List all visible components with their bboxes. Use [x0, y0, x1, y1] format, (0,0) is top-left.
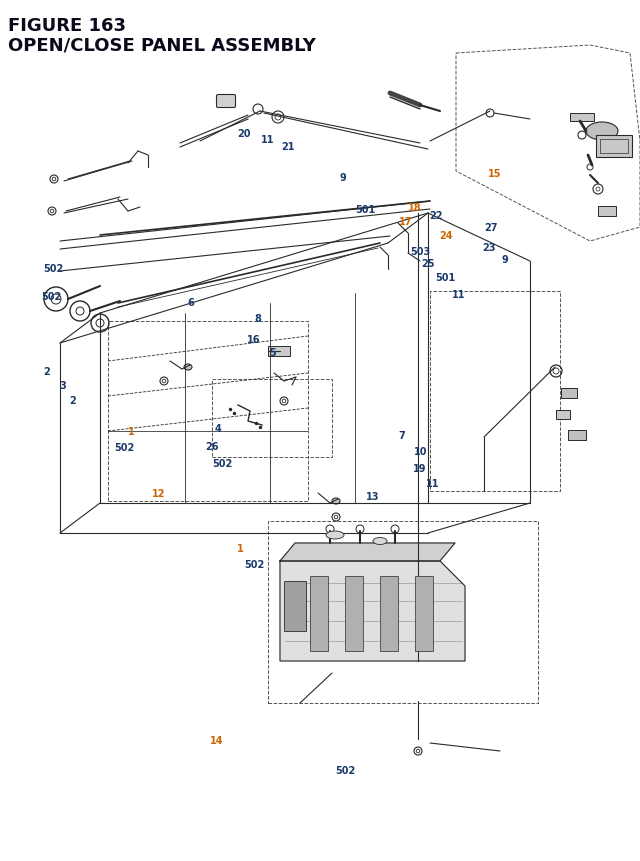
Text: 502: 502: [212, 458, 233, 468]
Text: 9: 9: [339, 173, 346, 183]
Ellipse shape: [184, 364, 192, 370]
Text: 3: 3: [59, 381, 66, 391]
Bar: [598, 207, 616, 217]
Text: 2: 2: [43, 367, 50, 377]
Text: 20: 20: [237, 129, 250, 139]
Bar: [600, 139, 628, 154]
Text: 1: 1: [237, 543, 244, 554]
Text: 22: 22: [429, 210, 442, 220]
Ellipse shape: [586, 123, 618, 141]
Text: 501: 501: [355, 205, 376, 215]
Text: 16: 16: [247, 334, 260, 344]
Text: 502: 502: [335, 765, 356, 775]
Text: 24: 24: [440, 231, 453, 241]
Text: 501: 501: [435, 272, 456, 282]
Text: 25: 25: [421, 258, 435, 269]
Bar: [284, 581, 306, 631]
Text: 11: 11: [261, 134, 275, 145]
Text: 5: 5: [269, 348, 276, 358]
Bar: [310, 576, 328, 651]
Text: 12: 12: [152, 488, 166, 499]
Text: 19: 19: [413, 463, 426, 474]
Bar: [596, 136, 632, 158]
Text: 14: 14: [210, 735, 223, 746]
Bar: [568, 430, 586, 441]
Text: 18: 18: [408, 202, 422, 213]
Ellipse shape: [332, 499, 340, 505]
Text: 10: 10: [413, 446, 427, 456]
Text: 21: 21: [282, 141, 295, 152]
Bar: [415, 576, 433, 651]
Bar: [380, 576, 398, 651]
Text: 502: 502: [44, 263, 64, 274]
Text: 502: 502: [244, 559, 265, 569]
Bar: [345, 576, 363, 651]
Bar: [570, 114, 594, 122]
Text: 2: 2: [69, 395, 76, 406]
Bar: [108, 431, 308, 501]
Text: 6: 6: [187, 297, 194, 307]
Bar: [561, 388, 577, 399]
Bar: [430, 292, 560, 492]
Text: 502: 502: [114, 443, 134, 453]
Text: 503: 503: [410, 246, 431, 257]
Text: 11: 11: [426, 479, 440, 489]
Text: 4: 4: [214, 424, 221, 434]
Text: FIGURE 163: FIGURE 163: [8, 17, 126, 35]
Bar: [268, 522, 538, 703]
Text: 26: 26: [205, 441, 218, 451]
Bar: [212, 380, 332, 457]
Polygon shape: [280, 543, 455, 561]
Text: 13: 13: [366, 491, 380, 501]
FancyBboxPatch shape: [216, 96, 236, 108]
Text: 8: 8: [254, 313, 261, 324]
Ellipse shape: [326, 531, 344, 539]
Bar: [268, 347, 290, 356]
Text: OPEN/CLOSE PANEL ASSEMBLY: OPEN/CLOSE PANEL ASSEMBLY: [8, 36, 316, 54]
Text: 7: 7: [398, 430, 405, 441]
Ellipse shape: [373, 538, 387, 545]
Text: 502: 502: [41, 291, 61, 301]
Text: 17: 17: [399, 217, 413, 227]
Bar: [556, 411, 570, 419]
Text: 23: 23: [483, 243, 496, 253]
Polygon shape: [280, 561, 465, 661]
Text: 1: 1: [128, 426, 135, 437]
Text: 11: 11: [452, 289, 465, 300]
Text: 9: 9: [502, 255, 509, 265]
Text: 15: 15: [488, 169, 501, 179]
Bar: [108, 322, 308, 431]
Text: 27: 27: [484, 222, 497, 232]
